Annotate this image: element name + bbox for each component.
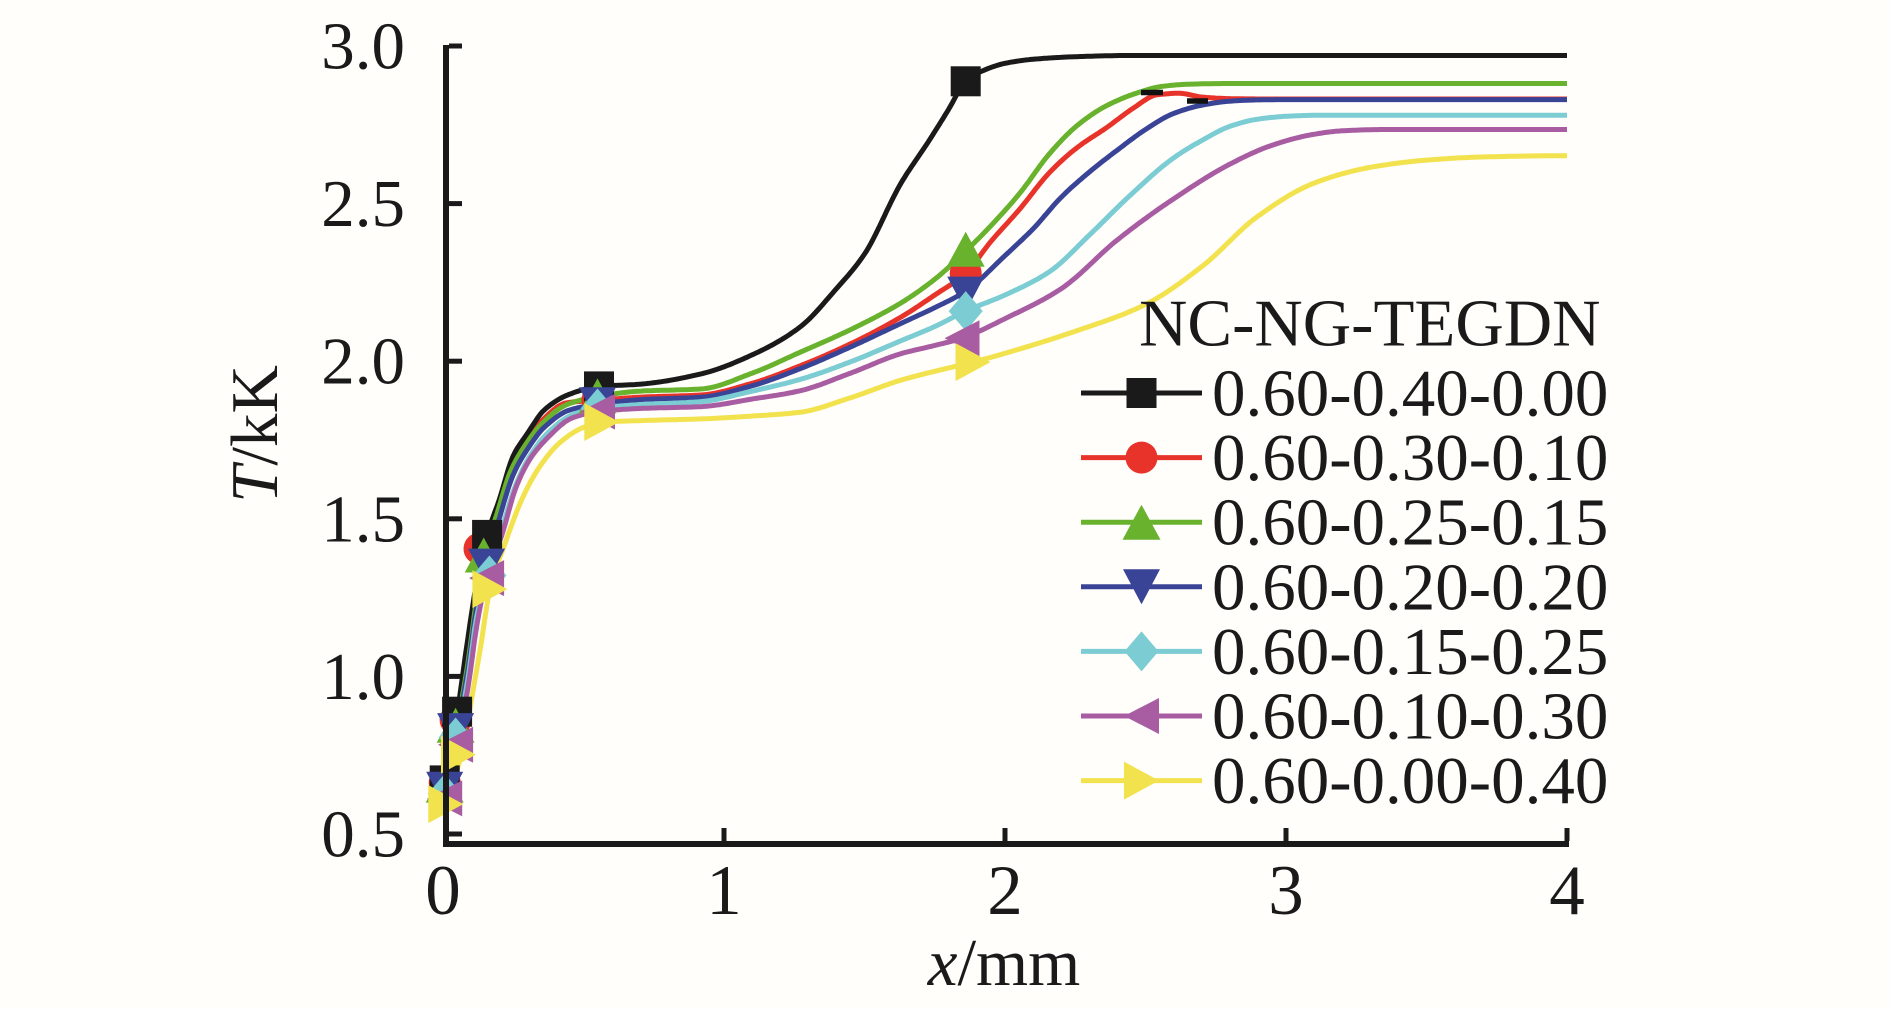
svg-text:1: 1 <box>706 852 742 930</box>
svg-text:0.60-0.10-0.30: 0.60-0.10-0.30 <box>1212 680 1608 754</box>
svg-text:T/kK: T/kK <box>218 365 292 503</box>
svg-text:1.0: 1.0 <box>321 640 405 714</box>
svg-text:1.5: 1.5 <box>321 482 405 556</box>
svg-text:0.60-0.30-0.10: 0.60-0.30-0.10 <box>1212 421 1608 495</box>
svg-text:0.60-0.15-0.25: 0.60-0.15-0.25 <box>1212 615 1608 689</box>
svg-text:x/mm: x/mm <box>927 926 1081 1000</box>
svg-text:0.5: 0.5 <box>321 798 405 872</box>
svg-text:2.5: 2.5 <box>321 167 405 241</box>
svg-text:0.60-0.20-0.20: 0.60-0.20-0.20 <box>1212 550 1608 624</box>
svg-text:3.0: 3.0 <box>321 10 405 84</box>
svg-text:0.60-0.00-0.40: 0.60-0.00-0.40 <box>1212 744 1608 818</box>
svg-text:0.60-0.25-0.15: 0.60-0.25-0.15 <box>1212 486 1608 560</box>
svg-text:NC-NG-TEGDN: NC-NG-TEGDN <box>1139 287 1600 361</box>
svg-text:0.60-0.40-0.00: 0.60-0.40-0.00 <box>1212 357 1608 431</box>
svg-text:3: 3 <box>1268 852 1304 930</box>
svg-text:2: 2 <box>987 852 1023 930</box>
svg-text:0: 0 <box>425 852 461 930</box>
svg-text:4: 4 <box>1549 852 1585 930</box>
svg-text:2.0: 2.0 <box>321 325 405 399</box>
